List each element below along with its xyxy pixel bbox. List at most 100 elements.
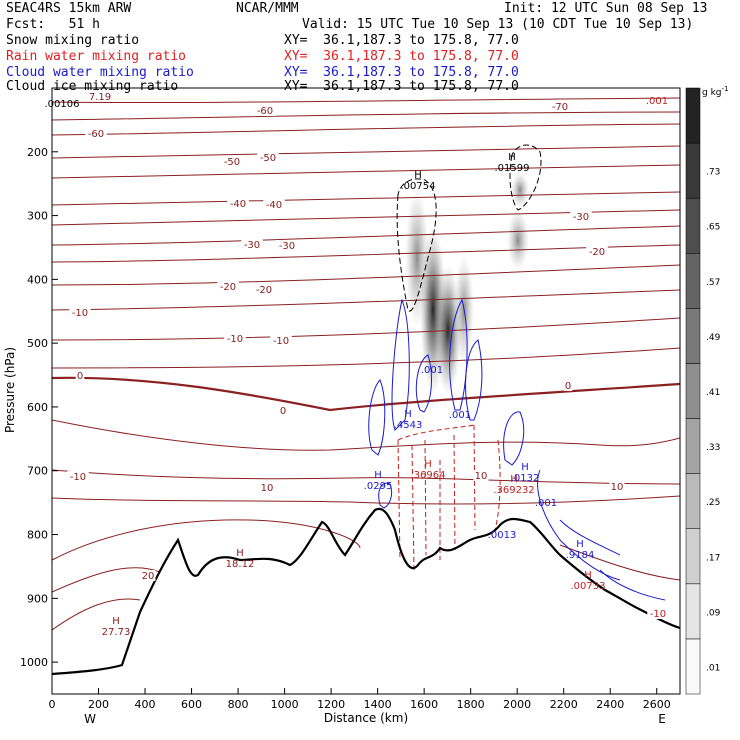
field-xy-cloud-ice: XY= 36.1,187.3 to 175.8, 77.0 xyxy=(284,79,519,94)
extremum-value: .001 xyxy=(449,410,471,421)
temperature-label: 20 xyxy=(142,571,155,582)
extremum-marker: H xyxy=(424,459,432,470)
temperature-label-bg xyxy=(549,101,571,112)
temperature-label-bg xyxy=(227,198,249,209)
temperature-label: -30 xyxy=(279,241,295,252)
extremum-marker: H xyxy=(521,462,529,473)
extremum-value: .9184 xyxy=(566,550,595,561)
y-tick-label: 900 xyxy=(27,592,48,605)
extremum-value: 27.73 xyxy=(102,627,131,638)
field-xy-rain: XY= 36.1,187.3 to 175.8, 77.0 xyxy=(284,49,519,64)
y-axis-title: Pressure (hPa) xyxy=(3,347,17,433)
direction-west: W xyxy=(84,712,96,726)
colorbar-segment xyxy=(685,363,701,419)
temperature-label: -30 xyxy=(573,212,589,223)
colorbar-label: .25 xyxy=(706,498,720,508)
temperature-label: -50 xyxy=(260,153,276,164)
colorbar-label: .17 xyxy=(706,553,720,563)
temperature-label: 10 xyxy=(611,482,624,493)
temperature-label: -10 xyxy=(650,609,666,620)
x-tick-label: 1200 xyxy=(317,698,345,711)
temperature-label-bg xyxy=(257,152,279,163)
temperature-label-bg xyxy=(217,281,239,292)
temperature-label-bg xyxy=(75,370,85,381)
extremum-value: .369232 xyxy=(493,485,534,496)
field-xy-snow: XY= 36.1,187.3 to 175.8, 77.0 xyxy=(284,33,519,48)
temperature-label: 10 xyxy=(261,483,274,494)
temperature-label-bg xyxy=(609,481,625,492)
extremum-marker: H xyxy=(404,409,412,420)
temperature-label-bg xyxy=(253,284,275,295)
temperature-label-bg xyxy=(221,156,243,167)
temperature-contours xyxy=(52,97,680,631)
colorbar-segment xyxy=(685,253,701,309)
field-name-rain: Rain water mixing ratio xyxy=(6,49,187,64)
y-tick-label: 500 xyxy=(27,337,48,350)
extremum-value: .4543 xyxy=(394,420,423,431)
temperature-label: -20 xyxy=(220,282,236,293)
colorbar-label: .57 xyxy=(706,278,720,288)
colorbar-label: .41 xyxy=(706,388,720,398)
colorbar-label: .65 xyxy=(706,223,720,233)
temperature-label: -10 xyxy=(70,472,86,483)
temperature-label-bg xyxy=(259,482,275,493)
x-tick-label: 600 xyxy=(181,698,202,711)
temperature-label: -40 xyxy=(230,199,246,210)
temperature-label: -40 xyxy=(266,200,282,211)
x-tick-label: 2200 xyxy=(550,698,578,711)
colorbar-label: .01 xyxy=(706,663,720,673)
temperature-label-bg xyxy=(647,608,669,619)
y-tick-label: 400 xyxy=(27,273,48,286)
y-tick-label: 600 xyxy=(27,401,48,414)
extremum-marker: H xyxy=(584,570,592,581)
y-axis: 200 300 400 500 600 700 800 900 1000 xyxy=(20,146,58,669)
temperature-label-bg xyxy=(278,405,288,416)
temperature-label: -10 xyxy=(72,308,88,319)
field-name-cloud-ice: Cloud ice mixing ratio xyxy=(6,79,179,94)
temperature-label: -60 xyxy=(257,106,273,117)
extremum-value: 7.19 xyxy=(89,92,111,103)
terrain-line xyxy=(52,507,680,676)
temperature-label: -10 xyxy=(227,334,243,345)
temperature-label-bg xyxy=(140,570,156,581)
model-name: SEAC4RS 15km ARW xyxy=(6,1,132,16)
temperature-label-bg xyxy=(263,199,285,210)
extremum-marker: H xyxy=(236,548,244,559)
extremum-marker: H xyxy=(112,616,120,627)
x-tick-label: 1800 xyxy=(457,698,485,711)
extremum-marker: H xyxy=(510,474,518,485)
temperature-label-bg xyxy=(270,335,292,346)
temperature-label-bg xyxy=(570,211,592,222)
extremum-value: .00733 xyxy=(571,581,606,592)
y-tick-label: 700 xyxy=(27,465,48,478)
center-name: NCAR/MMM xyxy=(236,1,299,16)
temperature-label-bg xyxy=(241,239,263,250)
field-name-cloud-water: Cloud water mixing ratio xyxy=(6,65,194,80)
temperature-label-bg xyxy=(563,380,573,391)
x-axis: 0 200 400 600 800 1000 1200 1400 1600 1800 2000 220… xyxy=(49,688,671,711)
colorbar-label: .73 xyxy=(706,168,720,178)
colorbar-segment xyxy=(685,638,701,695)
colorbar-label: .49 xyxy=(706,333,721,343)
init-time: Init: 12 UTC Sun 08 Sep 13 xyxy=(504,1,708,16)
valid-time: Valid: 15 UTC Tue 10 Sep 13 (10 CDT Tue … xyxy=(302,17,694,32)
field-name-snow: Snow mixing ratio xyxy=(6,33,140,48)
colorbar: .01 .09 .17 .25 .33 .41 .49 .57 .65 .73 xyxy=(685,87,721,695)
temperature-label: 0 xyxy=(280,406,286,417)
colorbar-label: .09 xyxy=(706,608,721,618)
direction-east: E xyxy=(658,712,666,726)
colorbar-unit: g kg-1 xyxy=(702,85,728,98)
cloud-water-contours xyxy=(368,298,666,601)
colorbar-segment xyxy=(685,583,701,640)
plot-area xyxy=(52,97,680,676)
colorbar-segment xyxy=(685,142,701,199)
temperature-label: -30 xyxy=(244,240,260,251)
temperature-label: -50 xyxy=(224,157,240,168)
y-tick-label: 200 xyxy=(27,146,48,159)
temperature-label: 0 xyxy=(565,381,571,392)
x-tick-label: 2600 xyxy=(643,698,671,711)
temperature-label: 10 xyxy=(475,471,488,482)
forecast-hour: Fcst: 51 h xyxy=(6,17,100,32)
x-tick-label: 1000 xyxy=(271,698,299,711)
